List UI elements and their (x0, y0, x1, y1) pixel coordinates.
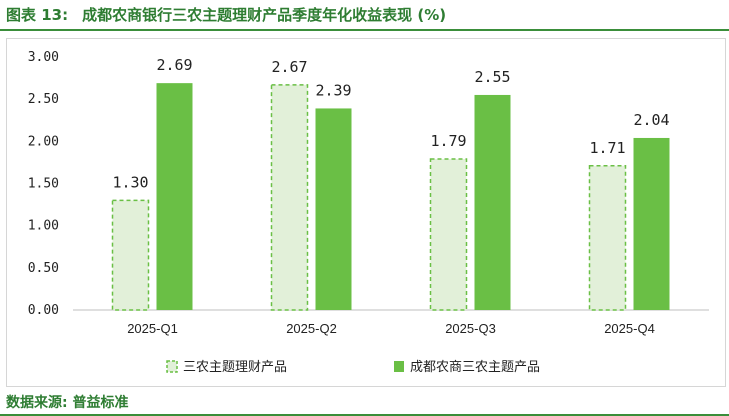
chart-title: 成都农商银行三农主题理财产品季度年化收益表现 (%) (82, 6, 447, 24)
figure-caption: 图表 13: 成都农商银行三农主题理财产品季度年化收益表现 (%) (6, 2, 446, 28)
source-note: 数据来源: 普益标准 (6, 395, 129, 411)
legend: 三农主题理财产品 成都农商三农主题产品 (166, 360, 540, 375)
bar-series-2 (474, 94, 511, 310)
bar-series-2 (315, 108, 352, 311)
data-label-series-1: 1.71 (589, 139, 625, 157)
bar-series-1 (429, 158, 468, 311)
y-tick-label: 3.00 (28, 50, 59, 65)
y-tick-label: 2.00 (28, 134, 59, 149)
legend-swatch-series-2 (394, 361, 404, 372)
y-tick-label: 1.50 (28, 177, 59, 192)
data-label-series-2: 2.55 (474, 68, 510, 86)
data-label-series-1: 2.67 (271, 58, 307, 76)
bar-chart: 0.00 0.50 1.00 1.50 2.00 2.50 3.00 1.30 2.67 1.7… (28, 50, 709, 375)
legend-label-series-2: 成都农商三农主题产品 (410, 360, 540, 375)
legend-label-series-1: 三农主题理财产品 (183, 360, 287, 375)
data-label-series-1: 1.30 (112, 173, 148, 191)
bar-series-1 (270, 84, 309, 311)
y-tick-label: 0.00 (28, 303, 59, 318)
data-labels: 1.30 2.67 1.79 1.71 2.69 2.39 2.55 2.04 (112, 56, 669, 191)
bar-series-2 (633, 137, 670, 310)
chart-frame: 0.00 0.50 1.00 1.50 2.00 2.50 3.00 1.30 2.67 1.7… (6, 38, 726, 387)
x-tick-label: 2025-Q3 (445, 321, 496, 336)
data-label-series-2: 2.69 (156, 56, 192, 74)
legend-swatch-series-1 (166, 360, 178, 373)
bar-series-1 (111, 199, 150, 311)
bottom-rule (0, 414, 729, 416)
top-rule (0, 29, 729, 31)
y-tick-label: 2.50 (28, 92, 59, 107)
y-tick-label: 1.00 (28, 219, 59, 234)
bars (111, 83, 670, 311)
y-tick-label: 0.50 (28, 261, 59, 276)
x-tick-label: 2025-Q4 (604, 321, 655, 336)
x-tick-label: 2025-Q1 (127, 321, 178, 336)
x-tick-label: 2025-Q2 (286, 321, 337, 336)
y-axis-ticks: 0.00 0.50 1.00 1.50 2.00 2.50 3.00 (28, 50, 59, 318)
x-axis-ticks: 2025-Q1 2025-Q2 2025-Q3 2025-Q4 (127, 321, 655, 336)
data-label-series-1: 1.79 (430, 132, 466, 150)
bar-series-2 (156, 83, 193, 310)
bar-series-1 (588, 165, 627, 311)
data-label-series-2: 2.39 (315, 81, 351, 99)
figure-label: 图表 13: (6, 6, 69, 24)
data-label-series-2: 2.04 (633, 111, 669, 129)
